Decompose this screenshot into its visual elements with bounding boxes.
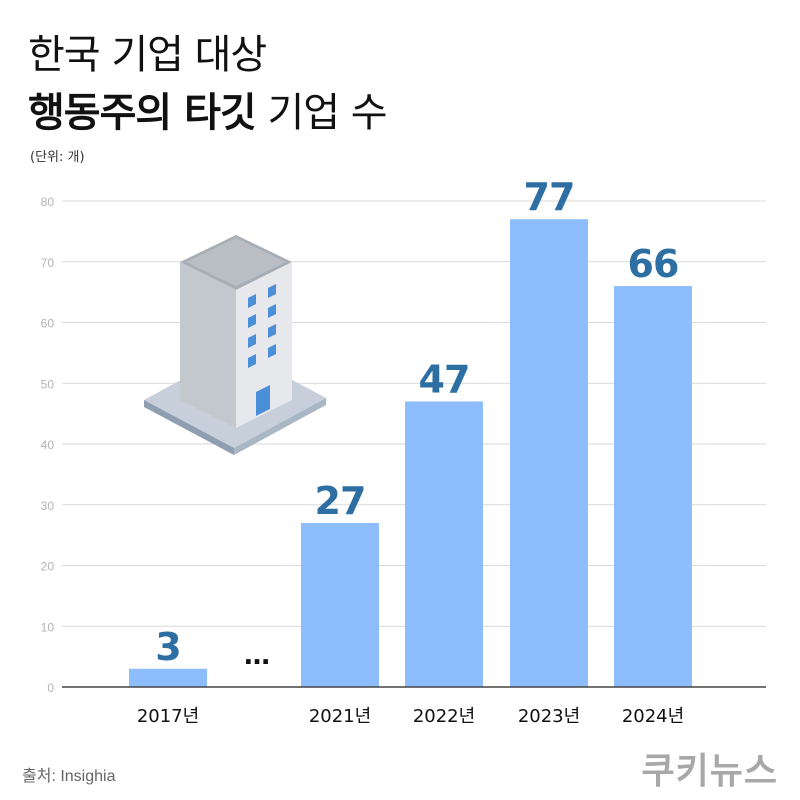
y-tick-label: 10 — [41, 620, 55, 634]
building-icon — [144, 235, 326, 455]
y-tick-label: 40 — [41, 438, 55, 452]
bars — [129, 219, 692, 687]
x-tick-label: 2023년 — [518, 706, 580, 727]
data-label: 27 — [315, 479, 366, 523]
publisher-logo: 쿠키뉴스 — [641, 751, 778, 792]
chart-title-bold: 행동주의 타깃 — [28, 90, 257, 136]
source-note: 출처: Insighia — [22, 768, 116, 785]
x-tick-label: 2024년 — [622, 706, 684, 727]
data-label: 3 — [155, 625, 180, 669]
y-tick-label: 20 — [41, 560, 55, 574]
x-tick-label: 2017년 — [137, 706, 199, 727]
chart-title-regular: 기업 수 — [267, 90, 387, 136]
data-label: 47 — [419, 357, 470, 401]
y-tick-label: 80 — [41, 195, 55, 209]
value-labels: 3 27 47 77 66 — [155, 175, 679, 669]
x-tick-label: 2022년 — [413, 706, 475, 727]
chart-title-line1: 한국 기업 대상 — [28, 32, 267, 78]
data-label: 77 — [524, 175, 575, 219]
bar-2024년 — [614, 286, 692, 687]
unit-label: (단위: 개) — [30, 150, 85, 165]
y-tick-label: 50 — [41, 377, 55, 391]
bar-2023년 — [510, 219, 588, 687]
bar-2021년 — [301, 522, 379, 687]
axis-break-ellipsis: … — [244, 641, 270, 671]
y-tick-label: 30 — [41, 499, 55, 513]
bar-2017년 — [129, 668, 207, 687]
data-label: 66 — [628, 242, 679, 286]
y-tick-label: 70 — [41, 256, 55, 270]
y-tick-label: 60 — [41, 317, 55, 331]
chart-title-line2: 행동주의 타깃 기업 수 — [28, 88, 388, 138]
bar-2022년 — [405, 401, 483, 687]
x-tick-label: 2021년 — [309, 706, 371, 727]
x-axis: 2017년 2021년 2022년 2023년 2024년 — [62, 686, 766, 727]
y-tick-label: 0 — [47, 681, 54, 695]
